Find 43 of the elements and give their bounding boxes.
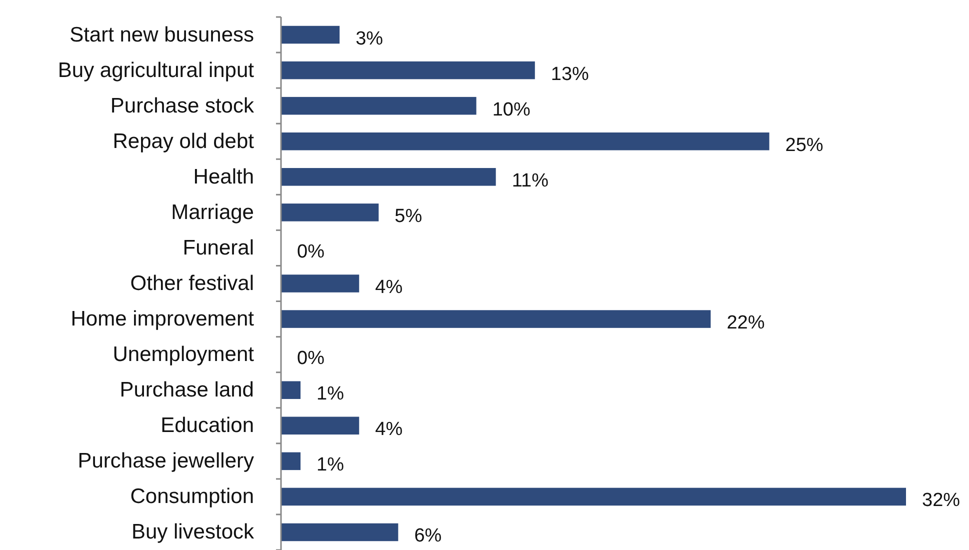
y-tick-label: Purchase jewellery <box>78 450 254 473</box>
y-tick-label: Buy livestock <box>131 520 254 544</box>
data-label: 13% <box>550 64 590 85</box>
y-tick-label: Purchase stock <box>110 94 254 118</box>
bar <box>281 416 360 435</box>
data-label: 0% <box>297 241 325 262</box>
y-tick-label: Unemployment <box>112 343 254 366</box>
data-label: 6% <box>414 526 442 547</box>
data-label: 0% <box>297 348 325 370</box>
y-tick-label: Marriage <box>171 200 254 224</box>
y-tick-label: Purchase land <box>120 378 254 402</box>
y-tick-label: Health <box>193 165 254 188</box>
bar <box>281 274 360 292</box>
bar <box>281 523 398 542</box>
bar <box>281 452 301 470</box>
bar <box>281 61 535 80</box>
y-tick-label: Start new busuness <box>70 23 254 46</box>
bar <box>281 381 301 399</box>
data-label: 4% <box>375 277 403 298</box>
y-tick-label: Home improvement <box>70 308 254 331</box>
bar <box>281 26 340 44</box>
data-label: 11% <box>512 170 549 192</box>
data-label: 5% <box>394 206 422 227</box>
bar <box>281 310 711 328</box>
data-label: 25% <box>785 134 824 156</box>
y-tick-label: Consumption <box>130 485 254 508</box>
bar <box>281 132 770 150</box>
data-label: 4% <box>375 419 403 440</box>
data-label: 10% <box>492 99 530 120</box>
data-label: 3% <box>356 28 384 50</box>
y-tick-label: Repay old debt <box>112 130 254 153</box>
y-tick-label: Other festival <box>130 272 254 295</box>
bar <box>281 96 476 115</box>
bar <box>281 488 906 506</box>
data-label: 1% <box>316 384 344 405</box>
data-label: 32% <box>922 490 960 512</box>
bar <box>281 168 496 186</box>
data-label: 1% <box>316 454 344 476</box>
y-tick-label: Buy agricultural input <box>58 58 254 82</box>
y-tick-label: Education <box>160 414 254 438</box>
data-label: 22% <box>726 312 765 334</box>
y-tick-label: Funeral <box>182 236 254 260</box>
bar <box>281 204 379 222</box>
